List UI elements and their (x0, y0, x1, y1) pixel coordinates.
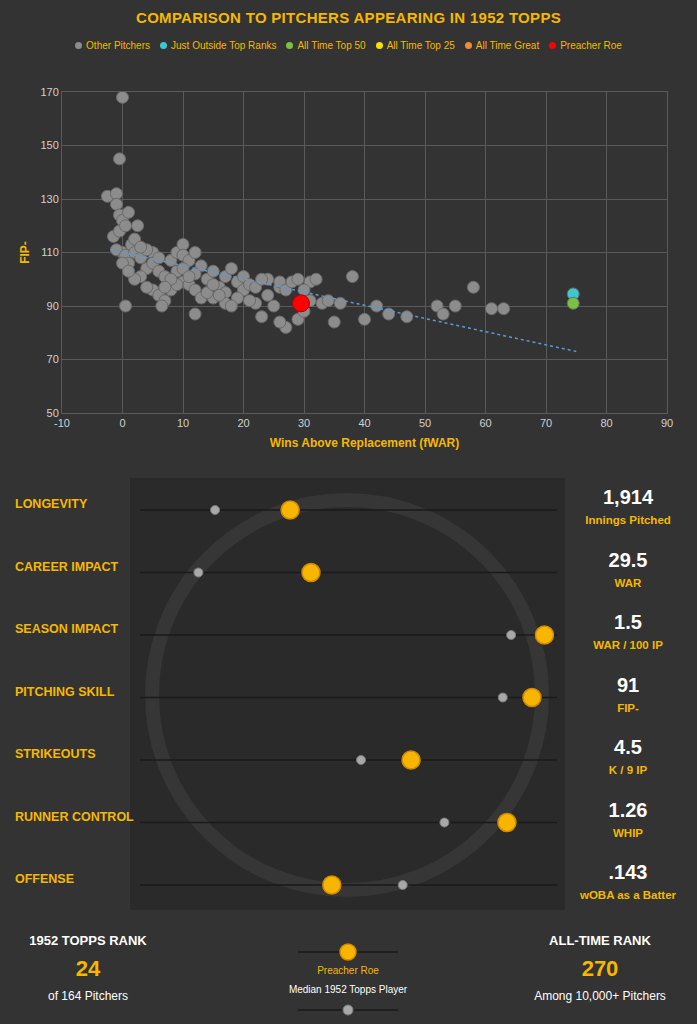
svg-text:270: 270 (582, 956, 619, 981)
svg-text:150: 150 (40, 139, 58, 151)
svg-text:STRIKEOUTS: STRIKEOUTS (15, 747, 96, 761)
svg-text:70: 70 (540, 417, 552, 429)
svg-text:130: 130 (40, 193, 58, 205)
html-text:All Time Top 50: All Time Top 50 (297, 40, 366, 51)
svg-text:WAR: WAR (615, 577, 643, 589)
svg-text:Median 1952 Topps Player: Median 1952 Topps Player (289, 984, 408, 995)
svg-text:170: 170 (40, 86, 58, 98)
svg-text:Among 10,000+ Pitchers: Among 10,000+ Pitchers (534, 989, 666, 1003)
html-text:All Time Top 25: All Time Top 25 (386, 40, 455, 51)
svg-text:24: 24 (76, 956, 101, 981)
svg-text:.143: .143 (609, 861, 648, 883)
html-text:Other Pitchers: Other Pitchers (86, 40, 150, 51)
svg-text:10: 10 (177, 417, 189, 429)
svg-text:PITCHING SKILL: PITCHING SKILL (15, 685, 115, 699)
html-text:All Time Great: All Time Great (475, 40, 540, 51)
svg-text:FIP-: FIP- (617, 702, 639, 714)
svg-text:0: 0 (119, 417, 125, 429)
svg-text:90: 90 (47, 300, 59, 312)
html-text:Just Outside Top Ranks: Just Outside Top Ranks (171, 40, 277, 51)
svg-text:-10: -10 (54, 417, 70, 429)
svg-text:OFFENSE: OFFENSE (15, 872, 74, 886)
svg-text:20: 20 (237, 417, 249, 429)
svg-text:1,914: 1,914 (603, 486, 654, 508)
svg-text:Preacher Roe: Preacher Roe (317, 965, 379, 976)
svg-text:FIP-: FIP- (18, 241, 32, 264)
svg-text:K / 9 IP: K / 9 IP (609, 764, 648, 776)
html-text:COMPARISON TO PITCHERS APPEARI: COMPARISON TO PITCHERS APPEARING IN 1952… (136, 9, 561, 26)
svg-text:RUNNER CONTROL: RUNNER CONTROL (15, 810, 134, 824)
svg-text:Wins Above Replacement (fWAR): Wins Above Replacement (fWAR) (270, 436, 459, 450)
svg-text:80: 80 (600, 417, 612, 429)
svg-text:1952 TOPPS RANK: 1952 TOPPS RANK (29, 933, 147, 948)
svg-text:60: 60 (479, 417, 491, 429)
svg-text:50: 50 (419, 417, 431, 429)
svg-text:4.5: 4.5 (614, 736, 642, 758)
svg-text:WAR / 100 IP: WAR / 100 IP (593, 639, 663, 651)
svg-text:wOBA as a Batter: wOBA as a Batter (579, 889, 677, 901)
svg-text:SEASON IMPACT: SEASON IMPACT (15, 622, 119, 636)
svg-text:30: 30 (298, 417, 310, 429)
svg-text:Innings Pitched: Innings Pitched (585, 514, 671, 526)
svg-text:1.5: 1.5 (614, 611, 642, 633)
svg-text:91: 91 (617, 674, 639, 696)
svg-text:110: 110 (41, 246, 59, 258)
svg-text:40: 40 (358, 417, 370, 429)
svg-text:WHIP: WHIP (613, 827, 643, 839)
svg-text:29.5: 29.5 (609, 549, 648, 571)
svg-text:70: 70 (47, 353, 59, 365)
svg-text:90: 90 (661, 417, 673, 429)
svg-text:50: 50 (47, 407, 59, 419)
html-text:Preacher Roe: Preacher Roe (560, 40, 622, 51)
svg-text:1.26: 1.26 (609, 799, 648, 821)
svg-text:LONGEVITY: LONGEVITY (15, 497, 88, 511)
svg-text:CAREER IMPACT: CAREER IMPACT (15, 560, 119, 574)
svg-text:of 164 Pitchers: of 164 Pitchers (48, 989, 128, 1003)
svg-text:ALL-TIME RANK: ALL-TIME RANK (549, 933, 651, 948)
